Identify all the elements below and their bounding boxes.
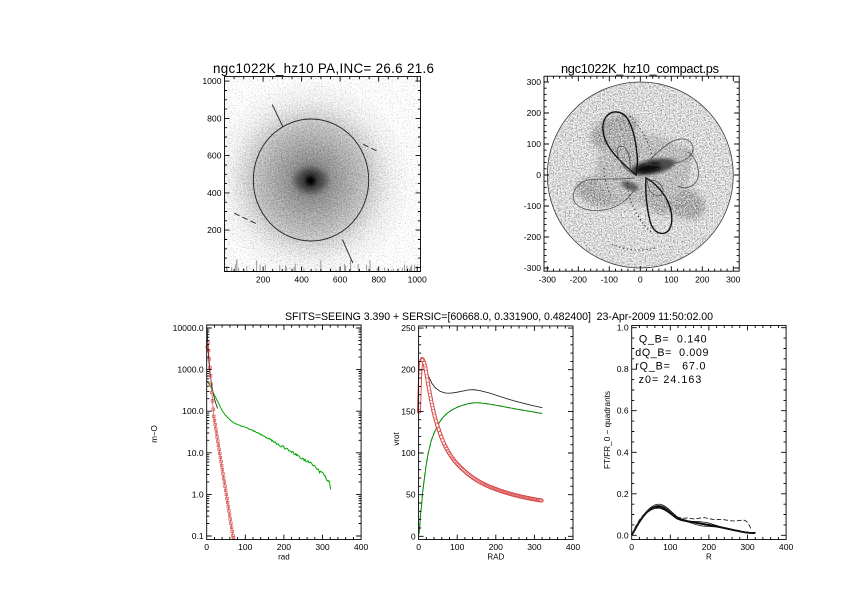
svg-text:0.8: 0.8 [617,364,629,374]
svg-text:300: 300 [527,542,542,552]
svg-text:0.4: 0.4 [617,447,629,457]
svg-text:300: 300 [740,542,755,552]
svg-text:1000.0: 1000.0 [177,365,204,375]
svg-text:300: 300 [315,542,330,552]
svg-text:100: 100 [664,275,679,285]
svg-text:400: 400 [354,542,369,552]
svg-text:200: 200 [702,542,717,552]
svg-text:0: 0 [416,542,421,552]
svg-text:10.0: 10.0 [187,448,204,458]
svg-text:-200: -200 [570,275,587,285]
svg-text:rad: rad [278,553,290,562]
svg-text:vrot: vrot [392,432,401,446]
svg-text:100: 100 [238,542,253,552]
svg-text:400: 400 [566,542,581,552]
svg-text:150: 150 [401,406,416,416]
svg-text:250: 250 [401,323,416,333]
svg-text:200: 200 [489,542,504,552]
svg-text:rQ_B= 67.0: rQ_B= 67.0 [635,361,705,373]
svg-text:200: 200 [401,365,416,375]
svg-text:0.0: 0.0 [617,530,629,540]
svg-text:200: 200 [256,275,271,285]
svg-text:800: 800 [207,113,222,123]
svg-text:1000: 1000 [408,275,427,285]
svg-text:1.0: 1.0 [617,323,629,333]
svg-text:400: 400 [294,275,309,285]
svg-text:Q_B= 0.140: Q_B= 0.140 [639,334,707,346]
svg-text:0: 0 [629,542,634,552]
svg-text:600: 600 [333,275,348,285]
svg-text:R: R [706,553,712,562]
svg-text:0: 0 [204,542,209,552]
svg-text:200: 200 [277,542,292,552]
svg-text:-200: -200 [524,232,541,242]
svg-text:10000.0: 10000.0 [173,323,204,333]
svg-text:m−O: m−O [150,425,159,443]
svg-text:-100: -100 [524,201,541,211]
svg-text:200: 200 [207,225,222,235]
svg-text:0: 0 [411,531,416,541]
svg-text:FT/FR_0 − quadrants: FT/FR_0 − quadrants [603,391,612,469]
svg-text:dQ_B= 0.009: dQ_B= 0.009 [635,347,708,359]
svg-text:0: 0 [638,275,643,285]
svg-text:SFITS=SEEING 3.390 + SERSIC=[6: SFITS=SEEING 3.390 + SERSIC=[60668.0, 0.… [285,311,713,323]
svg-text:300: 300 [726,275,741,285]
svg-text:100: 100 [401,448,416,458]
svg-text:RAD: RAD [487,553,504,562]
svg-text:0: 0 [536,170,541,180]
svg-text:400: 400 [207,188,222,198]
svg-text:1000: 1000 [202,76,221,86]
svg-text:-300: -300 [524,263,541,273]
svg-text:50: 50 [406,490,416,500]
svg-text:0.2: 0.2 [617,489,629,499]
svg-text:800: 800 [372,275,387,285]
svg-text:ngc1022K_hz10_compact.ps: ngc1022K_hz10_compact.ps [561,61,719,76]
svg-text:-300: -300 [539,275,556,285]
svg-text:300: 300 [527,77,542,87]
svg-text:600: 600 [207,151,222,161]
svg-text:1.0: 1.0 [192,489,204,499]
svg-text:0.1: 0.1 [192,531,204,541]
svg-text:400: 400 [779,542,794,552]
svg-text:ngc1022K_hz10 PA,INC= 26.6 21.: ngc1022K_hz10 PA,INC= 26.6 21.6 [213,61,434,76]
svg-text:100: 100 [663,542,678,552]
svg-text:100: 100 [450,542,465,552]
svg-text:100.0: 100.0 [182,406,204,416]
svg-text:z0= 24.163: z0= 24.163 [639,374,702,386]
svg-text:200: 200 [695,275,710,285]
svg-text:200: 200 [527,108,542,118]
svg-text:100: 100 [527,139,542,149]
svg-text:0.6: 0.6 [617,406,629,416]
svg-text:-100: -100 [601,275,618,285]
